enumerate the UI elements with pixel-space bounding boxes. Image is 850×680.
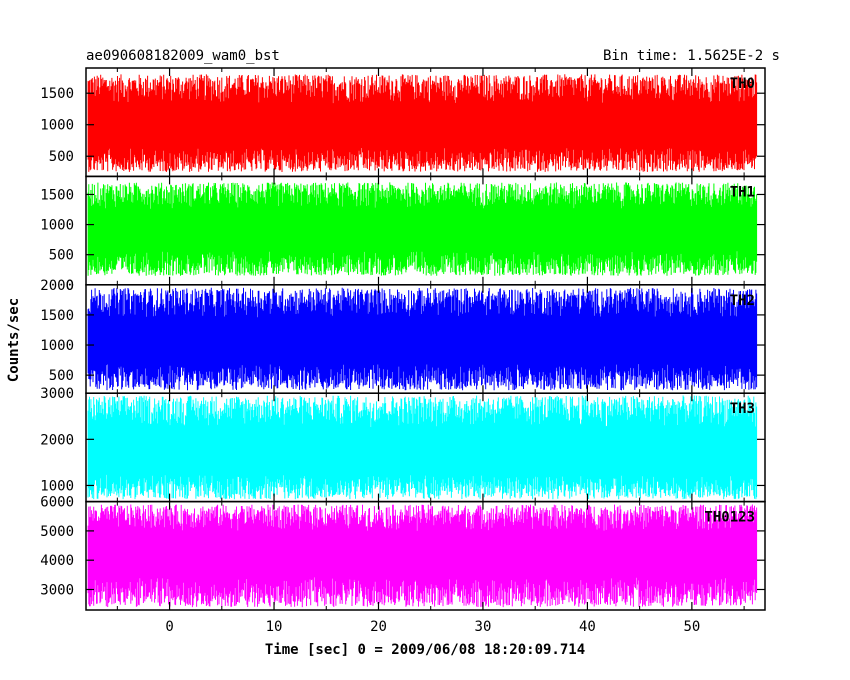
panel-th1: 0 500 1000 1500 TH1 — [40, 175, 766, 294]
chart-title-left: ae090608182009_wam0_bst — [86, 48, 280, 64]
y-tick-label: 1500 — [40, 308, 74, 324]
panel-label: TH0 — [730, 76, 755, 92]
panel-label: TH3 — [730, 401, 755, 417]
x-axis-label: Time [sec] 0 = 2009/06/08 18:20:09.714 — [265, 642, 585, 658]
series-th0 — [87, 74, 758, 172]
y-tick-label: 6000 — [40, 495, 74, 511]
y-tick-label: 500 — [49, 248, 74, 264]
x-tick-label: 20 — [370, 619, 387, 635]
y-axis-label: Counts/sec — [6, 298, 22, 382]
panel-th0123: 3000 4000 5000 6000 TH0123 — [40, 495, 766, 611]
panel-label: TH1 — [730, 184, 755, 200]
series-th2 — [87, 287, 758, 391]
series-th3 — [87, 395, 758, 500]
series-th1 — [87, 182, 758, 276]
y-tick-label: 500 — [49, 368, 74, 384]
chart-title-right: Bin time: 1.5625E-2 s — [603, 48, 780, 64]
x-tick-label: 50 — [683, 619, 700, 635]
y-tick-label: 2000 — [40, 432, 74, 448]
y-tick-label: 1000 — [40, 478, 74, 494]
panel-th2: 500 1000 1500 2000 TH2 — [40, 278, 766, 394]
panel-th3: 1000 2000 3000 TH3 — [40, 386, 766, 503]
y-tick-label: 5000 — [40, 524, 74, 540]
series-th0123 — [87, 504, 758, 608]
y-tick-label: 1000 — [40, 118, 74, 134]
panel-label: TH2 — [730, 293, 755, 309]
y-tick-label: 4000 — [40, 553, 74, 569]
panel-th0: 500 1000 1500 TH0 — [40, 67, 766, 178]
y-tick-label: 3000 — [40, 582, 74, 598]
x-tick-label: 30 — [475, 619, 492, 635]
y-tick-label: 1500 — [40, 86, 74, 102]
y-tick-label: 3000 — [40, 386, 74, 402]
y-tick-label: 2000 — [40, 278, 74, 294]
y-tick-label: 1000 — [40, 338, 74, 354]
y-tick-label: 1500 — [40, 187, 74, 203]
y-tick-label: 1000 — [40, 218, 74, 234]
y-tick-label: 500 — [49, 149, 74, 165]
x-tick-label: 0 — [165, 619, 173, 635]
panel-frame — [85, 500, 766, 611]
x-tick-label: 10 — [266, 619, 283, 635]
panel-label: TH0123 — [704, 510, 755, 526]
x-tick-label: 40 — [579, 619, 596, 635]
y-tick-label: 0 — [66, 278, 74, 294]
